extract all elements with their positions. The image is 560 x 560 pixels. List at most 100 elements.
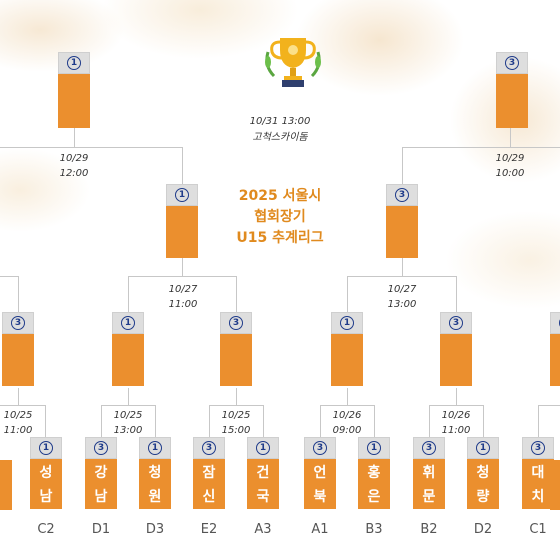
bracket-line xyxy=(0,147,182,148)
seed-number-badge: 1 xyxy=(39,441,53,455)
bracket-line xyxy=(101,405,102,437)
bracket-line xyxy=(209,405,263,406)
page-title: 2025 서울시 협회장기 U15 추계리그 xyxy=(236,188,324,246)
bracket-line xyxy=(128,276,129,312)
bracket-line xyxy=(182,147,183,184)
seed-number-badge: 3 xyxy=(422,441,436,455)
match-date-left-semi: 10/29 12:00 xyxy=(59,153,89,179)
qf-slot[interactable]: 1 xyxy=(112,312,144,386)
bracket-line xyxy=(209,405,210,437)
team-seed-label: D1 xyxy=(91,522,111,537)
seed-number-badge: 3 xyxy=(229,316,243,330)
bracket-line xyxy=(0,276,18,277)
team-seed-label: D2 xyxy=(473,522,493,537)
seed-number-badge: 1 xyxy=(340,316,354,330)
bracket-line xyxy=(74,128,75,147)
match-date-r16: 10/25 11:00 xyxy=(3,410,33,436)
match-date-right-semi: 10/29 10:00 xyxy=(495,153,525,179)
bracket-line xyxy=(483,405,484,437)
team-slot-partial xyxy=(0,460,12,510)
qf-slot[interactable]: 3 xyxy=(220,312,252,386)
seed-number-badge: 1 xyxy=(121,316,135,330)
seed-number-badge: 1 xyxy=(148,441,162,455)
bracket-line xyxy=(538,405,539,437)
qf-slot[interactable]: 3 xyxy=(440,312,472,386)
bracket-line xyxy=(374,405,375,437)
match-date-r16: 10/26 11:00 xyxy=(441,410,471,436)
match-date-r16: 10/26 09:00 xyxy=(332,410,362,436)
final-match-info: 10/31 13:00 고척스카이돔 xyxy=(240,114,320,146)
qf-slot[interactable]: 3 xyxy=(550,312,560,386)
match-date-left-qf: 10/27 11:00 xyxy=(168,284,198,310)
team-seed-label: B3 xyxy=(365,522,383,537)
seed-number-badge: 3 xyxy=(449,316,463,330)
seed-number-badge: 3 xyxy=(11,316,25,330)
bracket-line xyxy=(347,388,348,405)
bracket-line xyxy=(347,276,456,277)
match-date-r16: 10/25 15:00 xyxy=(221,410,251,436)
bracket-line xyxy=(456,276,457,312)
bracket-line xyxy=(347,276,348,312)
seed-number-badge: 3 xyxy=(94,441,108,455)
seed-number-badge: 3 xyxy=(395,188,409,202)
bracket-line xyxy=(429,405,430,437)
bracket-line xyxy=(236,276,237,312)
bracket-line xyxy=(320,405,374,406)
team-seed-label: D3 xyxy=(145,522,165,537)
team-slot-partial xyxy=(550,460,560,510)
bracket-line xyxy=(320,405,321,437)
semi-slot-right[interactable]: 3 xyxy=(386,184,418,258)
final-slot-left[interactable]: 1 xyxy=(58,52,90,128)
qf-slot[interactable]: 3 xyxy=(2,312,34,386)
bracket-line xyxy=(128,388,129,405)
seed-number-badge: 1 xyxy=(476,441,490,455)
trophy-icon xyxy=(265,38,321,87)
seed-number-badge: 1 xyxy=(67,56,81,70)
team-seed-label: E2 xyxy=(200,522,218,537)
team-seed-label: B2 xyxy=(420,522,438,537)
bracket-line xyxy=(263,405,264,437)
bracket-line xyxy=(456,388,457,405)
bracket-line xyxy=(18,388,19,405)
seed-number-badge: 3 xyxy=(202,441,216,455)
seed-number-badge: 3 xyxy=(531,441,545,455)
bracket-line xyxy=(0,405,45,406)
semi-slot-left[interactable]: 1 xyxy=(166,184,198,258)
bracket-line xyxy=(510,128,511,147)
bracket-line xyxy=(128,276,236,277)
bracket-line xyxy=(18,276,19,312)
seed-number-badge: 1 xyxy=(256,441,270,455)
match-date-r16: 10/25 13:00 xyxy=(113,410,143,436)
final-slot-right[interactable]: 3 xyxy=(496,52,528,128)
qf-slot[interactable]: 1 xyxy=(331,312,363,386)
team-seed-label: C1 xyxy=(529,522,547,537)
final-venue: 고척스카이돔 xyxy=(252,132,308,143)
bracket-line xyxy=(236,388,237,405)
seed-number-badge: 1 xyxy=(175,188,189,202)
bracket-line xyxy=(182,258,183,276)
bracket-line xyxy=(155,405,156,437)
team-seed-label: A3 xyxy=(254,522,272,537)
team-seed-label: C2 xyxy=(37,522,55,537)
bracket-line xyxy=(101,405,155,406)
final-date: 10/31 13:00 xyxy=(249,116,311,127)
bracket-line xyxy=(429,405,483,406)
match-date-right-qf: 10/27 13:00 xyxy=(387,284,417,310)
